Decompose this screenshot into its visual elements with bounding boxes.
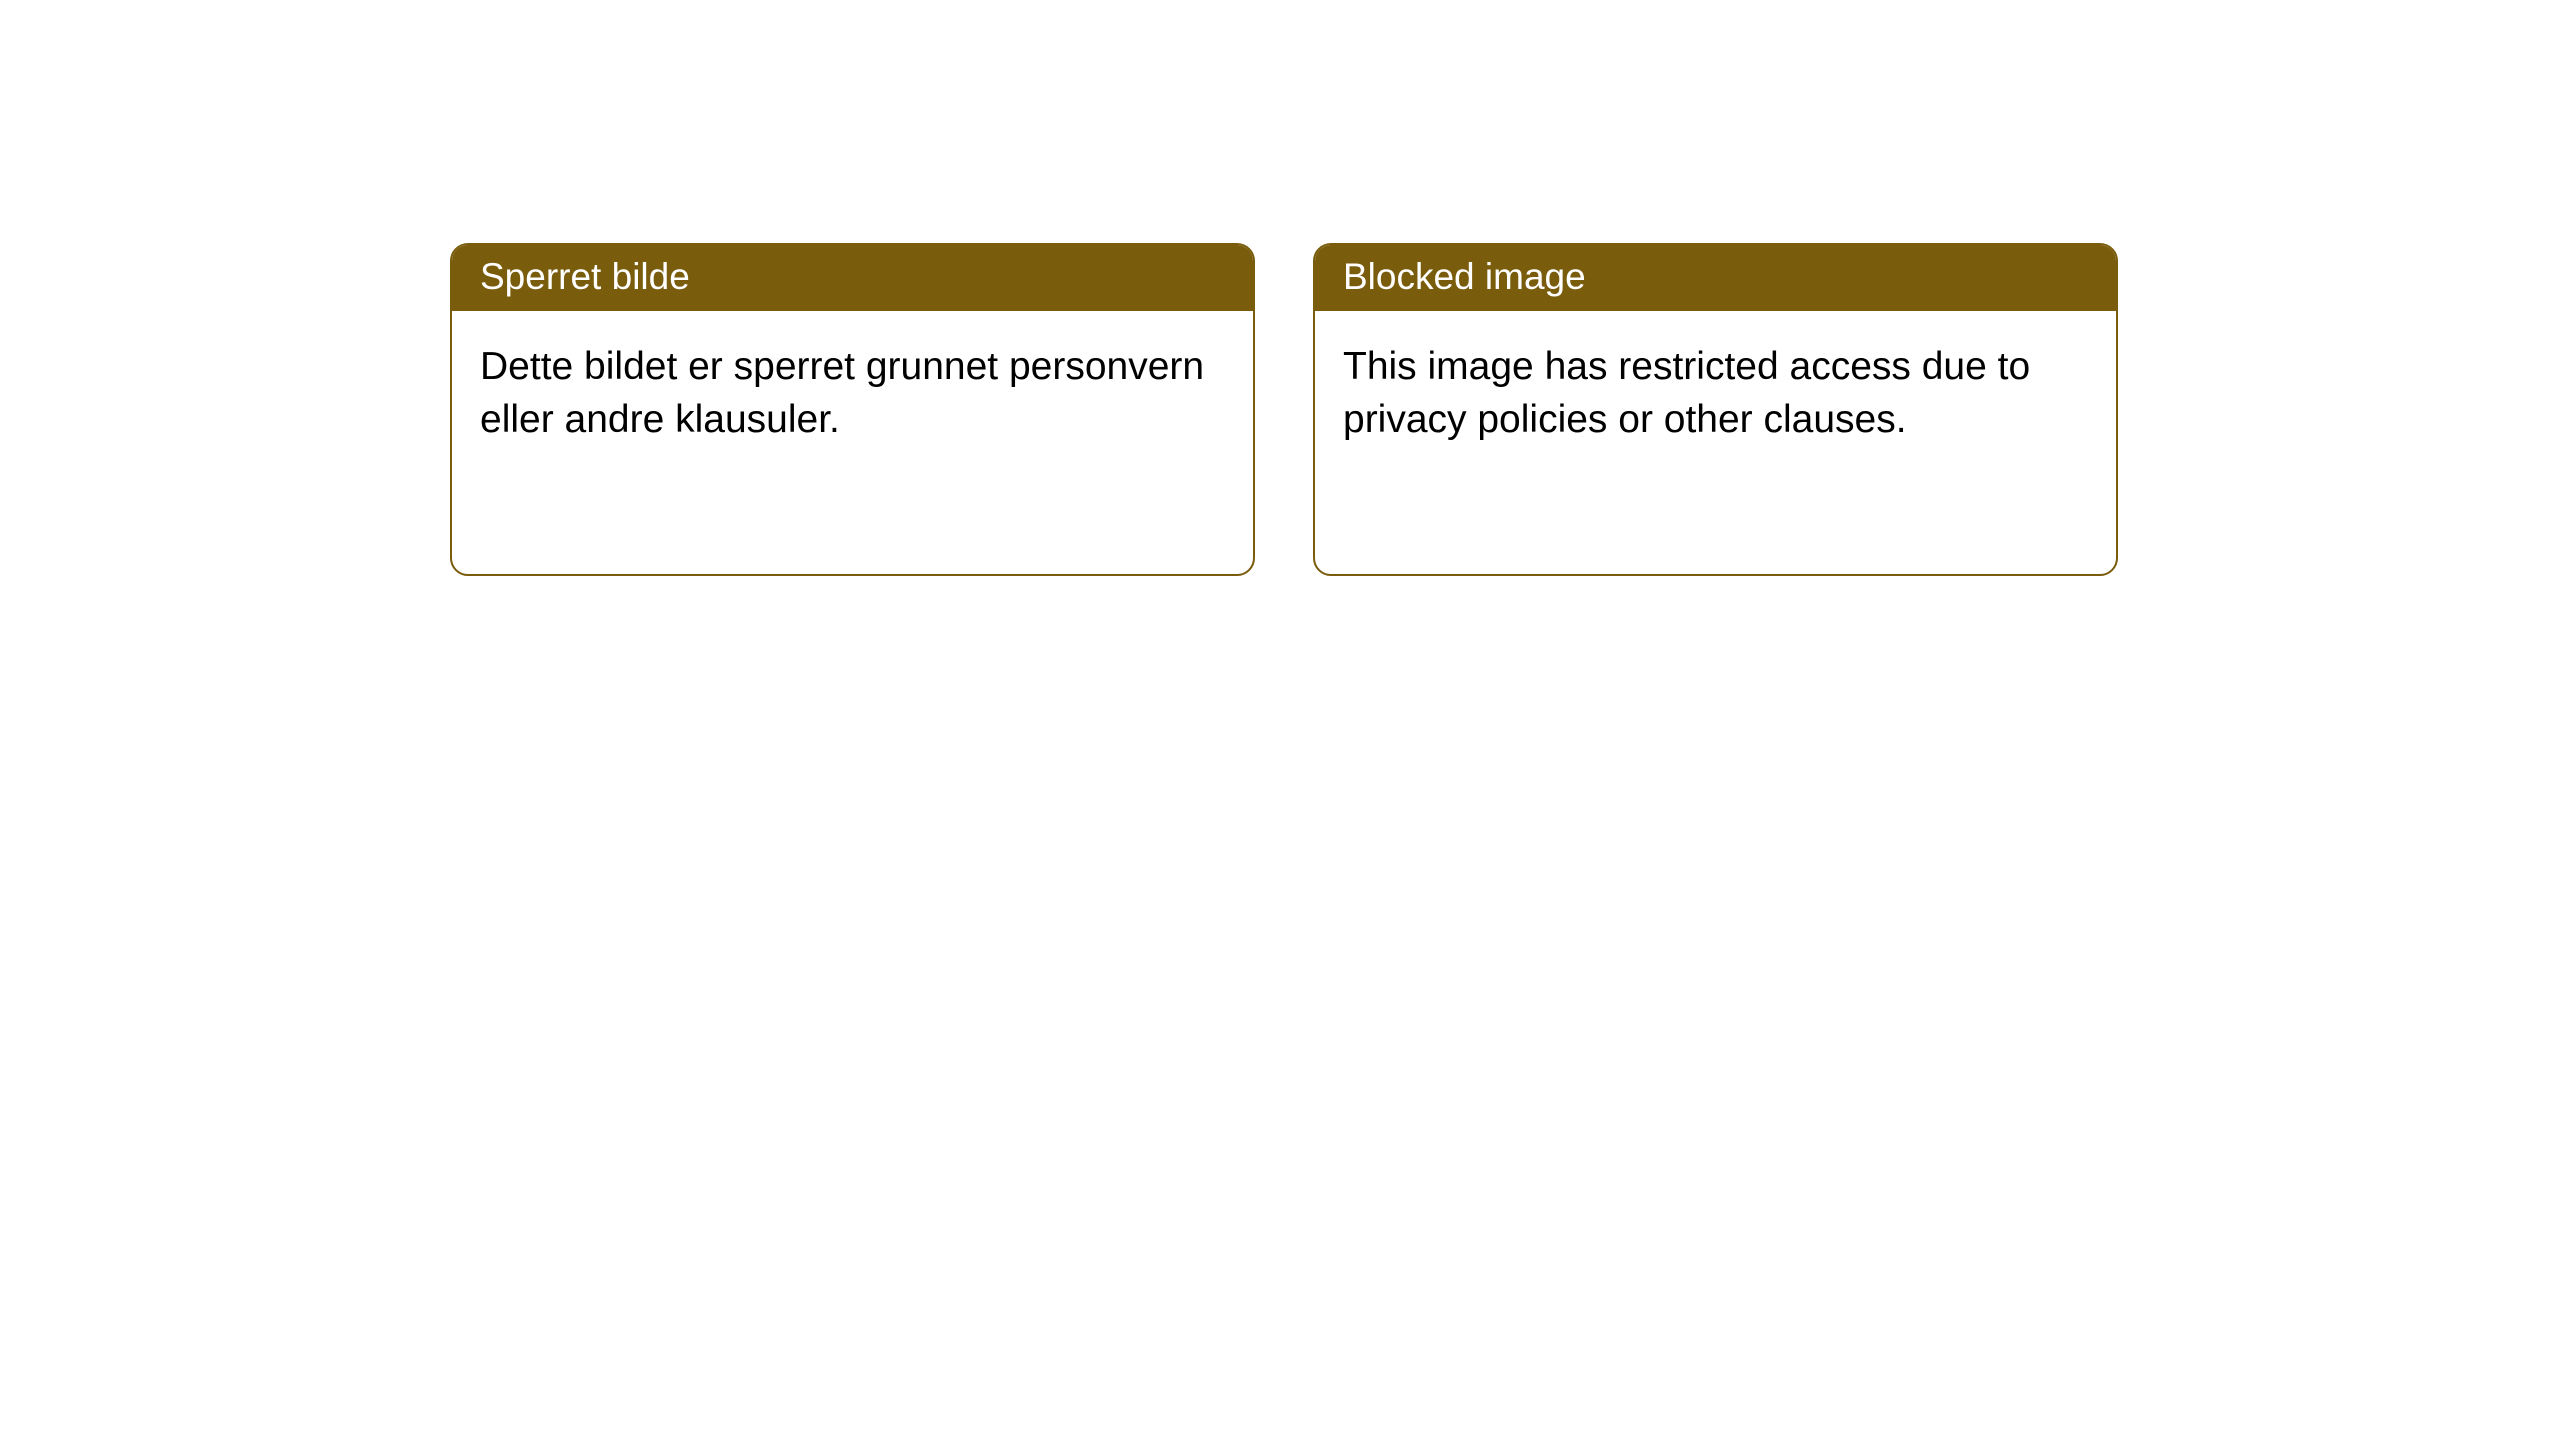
card-header: Blocked image [1315,245,2116,311]
notice-card-norwegian: Sperret bilde Dette bildet er sperret gr… [450,243,1255,576]
card-body: This image has restricted access due to … [1315,311,2116,476]
notice-card-english: Blocked image This image has restricted … [1313,243,2118,576]
notice-container: Sperret bilde Dette bildet er sperret gr… [0,0,2560,576]
card-body: Dette bildet er sperret grunnet personve… [452,311,1253,476]
card-header: Sperret bilde [452,245,1253,311]
